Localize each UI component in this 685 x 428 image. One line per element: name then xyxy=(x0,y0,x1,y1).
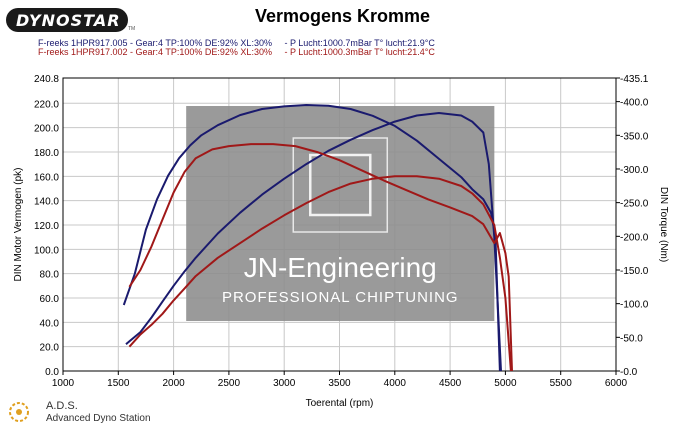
series-run1-power xyxy=(125,112,502,372)
y-axis-label-right: DIN Torque (Nm) xyxy=(658,187,669,262)
run-legend-1: F-reeks 1HPR917.005 - Gear:4 TP:100% DE:… xyxy=(38,38,435,48)
y-right-tick-label-9: -435.1 xyxy=(620,74,649,85)
logo-trademark: TM xyxy=(128,26,136,32)
y-left-tick-label-7: 140.0 xyxy=(34,197,59,208)
y-left-tick-label-3: 60.0 xyxy=(40,294,60,305)
y-left-tick-label-5: 100.0 xyxy=(34,245,59,256)
dynostar-logo: DYNOSTAR xyxy=(6,8,128,32)
y-right-tick-label-8: -400.0 xyxy=(620,98,649,109)
x-tick-label-5: 3500 xyxy=(328,378,351,389)
y-left-tick-label-10: 200.0 xyxy=(34,124,59,135)
x-tick-label-4: 3000 xyxy=(273,378,296,389)
series-run2-power xyxy=(128,175,512,372)
series-run1-torque xyxy=(122,104,501,372)
y-left-tick-label-0: 0.0 xyxy=(45,367,59,378)
x-axis-label: Toerental (rpm) xyxy=(306,398,374,409)
y-right-tick-label-6: -300.0 xyxy=(620,165,649,176)
y-axis-label-left: DIN Motor Vermogen (pk) xyxy=(13,168,24,282)
y-right-tick-label-2: -100.0 xyxy=(620,300,649,311)
chart-title: Vermogens Kromme xyxy=(254,6,431,26)
y-left-tick-label-9: 180.0 xyxy=(34,148,59,159)
run-legend-2: F-reeks 1HPR917.002 - Gear:4 TP:100% DE:… xyxy=(38,47,435,57)
logo-text: DYNOSTAR xyxy=(16,11,121,30)
y-right-tick-label-4: -200.0 xyxy=(620,232,649,243)
watermark-subtitle: PROFESSIONAL CHIPTUNING xyxy=(222,289,459,306)
x-tick-label-8: 5000 xyxy=(494,378,517,389)
y-left-tick-label-2: 40.0 xyxy=(40,318,60,329)
series-run2-torque xyxy=(128,143,513,372)
ads-logo-icon xyxy=(9,402,29,422)
y-right-tick-label-5: -250.0 xyxy=(620,199,649,210)
y-left-tick-label-11: 220.0 xyxy=(34,99,59,110)
x-tick-label-3: 2500 xyxy=(218,378,241,389)
watermark-chip-icon xyxy=(292,137,389,233)
x-tick-label-2: 2000 xyxy=(162,378,185,389)
ads-subtitle: Advanced Dyno Station xyxy=(46,413,151,424)
y-right-tick-label-7: -350.0 xyxy=(620,131,649,142)
x-tick-label-0: 1000 xyxy=(52,378,75,389)
x-tick-label-6: 4000 xyxy=(384,378,407,389)
y-left-tick-label-8: 160.0 xyxy=(34,172,59,183)
watermark-title: JN-Engineering xyxy=(244,252,437,283)
ads-brand: A.D.S. xyxy=(46,400,78,412)
y-left-tick-label-4: 80.0 xyxy=(40,270,60,281)
x-tick-label-9: 5500 xyxy=(550,378,573,389)
x-tick-label-1: 1500 xyxy=(107,378,130,389)
y-right-tick-label-0: -0.0 xyxy=(620,367,638,378)
watermark-panel xyxy=(186,106,495,321)
y-left-tick-label-6: 120.0 xyxy=(34,221,59,232)
y-right-tick-label-1: -50.0 xyxy=(620,333,643,344)
y-left-tick-label-1: 20.0 xyxy=(40,343,60,354)
y-left-tick-label-12: 240.8 xyxy=(34,74,59,85)
x-tick-label-10: 6000 xyxy=(605,378,628,389)
y-right-tick-label-3: -150.0 xyxy=(620,266,649,277)
x-tick-label-7: 4500 xyxy=(439,378,462,389)
watermark-chip-core xyxy=(309,153,372,217)
